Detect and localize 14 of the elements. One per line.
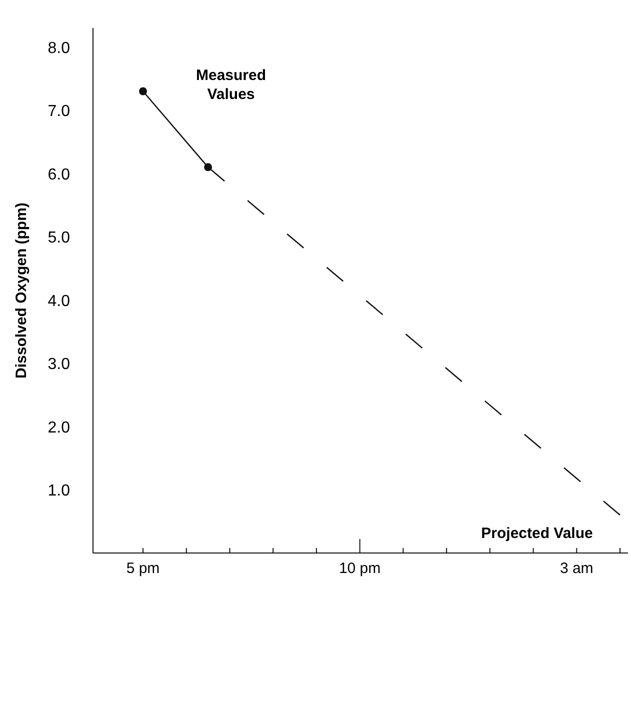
- x-tick-label: 5 pm: [126, 560, 160, 577]
- y-tick-label: 7.0: [48, 103, 70, 120]
- y-tick-label: 3.0: [48, 356, 70, 374]
- y-tick-label: 8.0: [48, 40, 70, 57]
- y-tick-label: 1.0: [48, 482, 70, 500]
- y-tick-label: 2.0: [48, 419, 70, 436]
- x-tick-label: 3 am: [560, 560, 594, 577]
- y-axis-title: Dissolved Oxygen (ppm): [13, 202, 30, 378]
- y-tick-label: 6.0: [48, 166, 70, 184]
- x-tick-label: 10 pm: [338, 560, 381, 577]
- annotation: Projected Value: [481, 525, 593, 542]
- y-tick-label: 5.0: [48, 230, 70, 247]
- y-tick-label: 4.0: [48, 292, 70, 310]
- annotation: Measured Values: [196, 67, 266, 103]
